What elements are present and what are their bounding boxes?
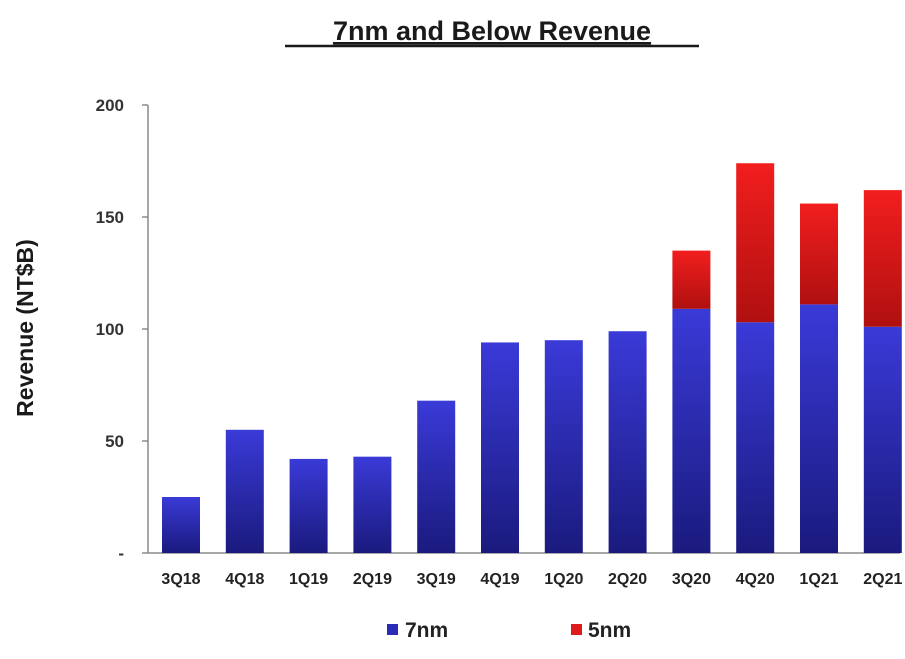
x-tick-label: 2Q19 xyxy=(353,571,392,588)
legend-label-5nm: 5nm xyxy=(588,619,631,642)
bar-7nm-3Q18 xyxy=(162,497,200,553)
legend-swatch-7nm xyxy=(387,624,398,635)
bar-7nm-2Q19 xyxy=(353,456,392,553)
chart-title: 7nm and Below Revenue xyxy=(333,16,651,46)
x-tick-label: 2Q21 xyxy=(863,571,902,588)
legend-swatch-5nm xyxy=(571,624,582,635)
x-tick-label: 1Q21 xyxy=(799,571,838,588)
bars xyxy=(162,163,902,553)
bar-7nm-3Q20 xyxy=(672,308,711,553)
x-tick-label: 1Q19 xyxy=(289,571,328,588)
legend: 7nm 5nm xyxy=(387,619,631,642)
x-tick-label: 3Q18 xyxy=(161,571,200,588)
bar-7nm-1Q21 xyxy=(800,304,838,553)
x-tick-label: 1Q20 xyxy=(544,571,583,588)
bar-5nm-4Q20 xyxy=(736,163,775,323)
y-tick-label: 200 xyxy=(96,96,124,115)
bar-7nm-2Q20 xyxy=(608,331,647,553)
x-tick-label: 2Q20 xyxy=(608,571,647,588)
bar-7nm-4Q18 xyxy=(225,429,264,553)
x-tick-label: 3Q20 xyxy=(672,571,711,588)
bar-7nm-1Q20 xyxy=(544,340,583,553)
x-tick-label: 3Q19 xyxy=(417,571,456,588)
bar-5nm-3Q20 xyxy=(672,250,711,309)
y-tick-label: 150 xyxy=(96,208,124,227)
bar-7nm-4Q20 xyxy=(736,322,775,553)
legend-label-7nm: 7nm xyxy=(405,619,448,642)
x-tick-labels: 3Q18 4Q18 1Q19 2Q19 3Q19 4Q19 1Q20 2Q20 3Q20 4Q20… xyxy=(161,571,902,588)
x-tick-label: 4Q18 xyxy=(225,571,264,588)
y-tick-label: 100 xyxy=(96,320,124,339)
bar-5nm-2Q21 xyxy=(863,190,902,327)
y-ticks: - 50 100 150 200 xyxy=(96,96,148,563)
x-tick-label: 4Q19 xyxy=(480,571,519,588)
y-axis-label: Revenue (NT$B) xyxy=(12,239,38,417)
bar-7nm-3Q19 xyxy=(417,400,456,553)
bar-7nm-4Q19 xyxy=(481,342,519,553)
x-tick-label: 4Q20 xyxy=(736,571,775,588)
y-tick-label: 50 xyxy=(105,432,124,451)
bar-5nm-1Q21 xyxy=(800,203,838,305)
bar-7nm-1Q19 xyxy=(289,458,328,553)
y-tick-label: - xyxy=(118,544,124,563)
bar-7nm-2Q21 xyxy=(863,326,902,553)
